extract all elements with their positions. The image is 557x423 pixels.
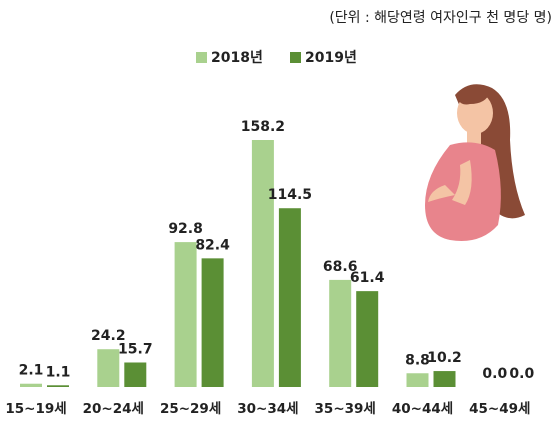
legend-label: 2019년 (305, 50, 357, 66)
x-tick-label: 40~44세 (392, 401, 453, 417)
x-tick-label: 20~24세 (83, 401, 144, 417)
legend-swatch (196, 52, 207, 63)
bar (433, 371, 456, 387)
value-label: 24.2 (91, 328, 126, 344)
bar (278, 208, 301, 387)
value-label: 158.2 (241, 119, 285, 135)
legend-label: 2018년 (211, 50, 263, 66)
bar (329, 279, 352, 387)
bar (124, 362, 147, 387)
value-label: 114.5 (268, 187, 312, 203)
value-label: 2.1 (19, 363, 44, 379)
legend-swatch (290, 52, 301, 63)
chart-subtitle: (단위 : 해당연령 여자인구 천 명당 명) (329, 10, 552, 26)
x-tick-label: 45~49세 (469, 401, 530, 417)
illustration (425, 84, 525, 241)
value-label: 82.4 (195, 237, 230, 253)
bar (97, 349, 120, 387)
x-tick-label: 15~19세 (5, 401, 66, 417)
value-label: 10.2 (427, 350, 462, 366)
value-label: 15.7 (118, 341, 153, 357)
x-tick-label: 30~34세 (237, 401, 298, 417)
value-label: 8.8 (405, 352, 430, 368)
bar (356, 291, 379, 387)
bar (47, 385, 69, 387)
value-label: 0.0 (482, 366, 507, 382)
value-label: 0.0 (509, 366, 534, 382)
value-label: 61.4 (350, 270, 385, 286)
bar (174, 242, 197, 387)
value-label: 1.1 (46, 364, 71, 380)
x-tick-label: 25~29세 (160, 401, 221, 417)
bar (406, 373, 429, 387)
value-label: 68.6 (323, 259, 358, 275)
bar (20, 383, 42, 387)
bar (251, 140, 274, 387)
bar (201, 258, 224, 387)
value-label: 92.8 (168, 221, 203, 237)
x-tick-label: 35~39세 (315, 401, 376, 417)
